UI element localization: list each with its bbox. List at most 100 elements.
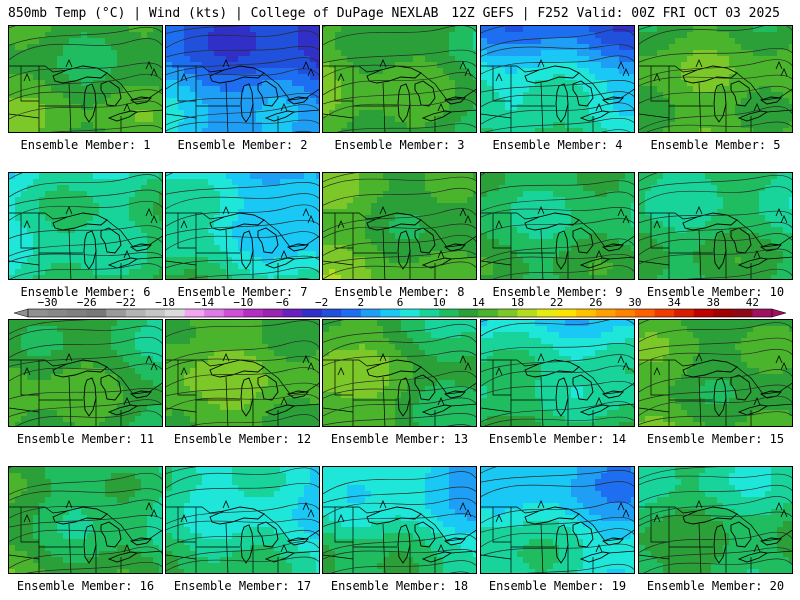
temperature-cell — [517, 56, 524, 63]
temperature-cell — [619, 245, 626, 252]
temperature-cell — [717, 116, 724, 123]
temperature-cell — [425, 56, 432, 63]
temperature-cell — [69, 26, 76, 33]
temperature-cell — [535, 239, 542, 246]
temperature-cell — [190, 197, 197, 204]
temperature-cell — [577, 191, 584, 198]
temperature-cell — [262, 239, 269, 246]
temperature-cell — [693, 38, 700, 45]
ensemble-member-label: Ensemble Member: 2 — [177, 138, 308, 152]
temperature-cell — [87, 26, 94, 33]
map-marker-icon — [379, 58, 387, 68]
temperature-cell — [625, 74, 632, 81]
temperature-cell — [329, 50, 336, 57]
temperature-cell — [473, 221, 476, 228]
temperature-cell — [220, 203, 227, 210]
temperature-cell — [147, 104, 154, 111]
temperature-cell — [559, 56, 566, 63]
temperature-cell — [559, 122, 566, 129]
temperature-cell — [172, 185, 179, 192]
temperature-cell — [547, 227, 554, 234]
temperature-cell — [45, 245, 52, 252]
temperature-cell — [129, 233, 136, 240]
temperature-cell — [619, 233, 626, 240]
wind-streamline — [9, 263, 162, 279]
temperature-cell — [141, 215, 148, 222]
temperature-cell — [256, 26, 263, 33]
temperature-cell — [377, 221, 384, 228]
temperature-cell — [613, 62, 620, 69]
temperature-cell — [159, 239, 162, 246]
colorbar-segment — [693, 309, 714, 317]
temperature-cell — [771, 203, 778, 210]
temperature-cell — [129, 128, 136, 132]
temperature-cell — [735, 245, 742, 252]
temperature-cell — [669, 86, 676, 93]
temperature-cell — [15, 44, 22, 51]
temperature-cell — [481, 44, 488, 51]
temperature-cell — [21, 32, 28, 39]
temperature-cell — [304, 221, 311, 228]
temperature-cell — [699, 128, 706, 132]
wind-streamline — [481, 207, 634, 218]
ensemble-member-map — [322, 172, 477, 280]
temperature-cell — [141, 275, 148, 279]
temperature-cell — [383, 275, 390, 279]
temperature-cell — [493, 239, 500, 246]
temperature-cell — [645, 62, 652, 69]
temperature-cell — [783, 74, 790, 81]
temperature-cell — [21, 110, 28, 117]
temperature-cell — [15, 62, 22, 69]
temperature-cell — [583, 44, 590, 51]
temperature-cell — [595, 38, 602, 45]
great-lake-outline — [209, 65, 265, 84]
map-marker-icon — [437, 102, 445, 112]
temperature-cell — [681, 221, 688, 228]
temperature-cell — [238, 191, 245, 198]
temperature-cell — [280, 128, 287, 132]
temperature-cell — [425, 50, 432, 57]
temperature-cell — [371, 44, 378, 51]
temperature-cell — [117, 275, 124, 279]
temperature-cell — [220, 74, 227, 81]
temperature-cell — [711, 56, 718, 63]
temperature-cell — [783, 110, 790, 117]
temperature-cell — [153, 56, 160, 63]
temperature-cell — [547, 104, 554, 111]
temperature-cell — [220, 56, 227, 63]
temperature-cell — [481, 116, 488, 123]
temperature-cell — [419, 104, 426, 111]
temperature-cell — [669, 56, 676, 63]
temperature-cell — [105, 74, 112, 81]
temperature-cell — [353, 203, 360, 210]
temperature-cell — [765, 179, 772, 186]
temperature-cell — [601, 251, 608, 258]
temperature-cell — [645, 38, 652, 45]
temperature-cell — [39, 245, 46, 252]
temperature-cell — [777, 245, 784, 252]
temperature-cell — [389, 86, 396, 93]
temperature-cell — [613, 98, 620, 105]
colorbar-segment — [262, 309, 283, 317]
temperature-cell — [425, 221, 432, 228]
temperature-cell — [250, 56, 257, 63]
temperature-cell — [461, 38, 468, 45]
temperature-cell — [473, 26, 476, 33]
temperature-cell — [675, 215, 682, 222]
temperature-cell — [613, 245, 620, 252]
ensemble-member-label: Ensemble Member: 5 — [650, 138, 781, 152]
temperature-cell — [753, 32, 760, 39]
temperature-cell — [141, 74, 148, 81]
temperature-cell — [135, 227, 142, 234]
temperature-cell — [771, 221, 778, 228]
temperature-cell — [407, 80, 414, 87]
temperature-cell — [335, 233, 342, 240]
temperature-cell — [553, 38, 560, 45]
temperature-cell — [473, 32, 476, 39]
temperature-cell — [395, 56, 402, 63]
temperature-cell — [571, 110, 578, 117]
temperature-cell — [190, 110, 197, 117]
temperature-cell — [481, 110, 488, 117]
temperature-cell — [117, 215, 124, 222]
temperature-cell — [613, 197, 620, 204]
